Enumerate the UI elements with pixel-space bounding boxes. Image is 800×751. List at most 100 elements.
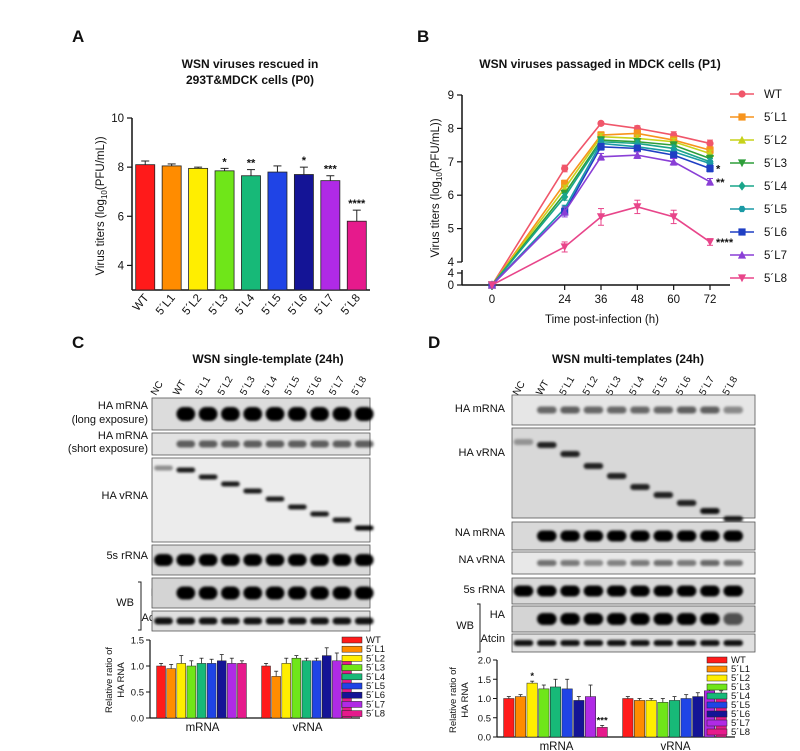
panel-d-chart-bar bbox=[680, 698, 692, 738]
panel-c-5s-rrna-blot bbox=[151, 544, 374, 576]
panel-b-marker bbox=[738, 90, 746, 98]
panel-c-actin-band bbox=[354, 617, 374, 625]
panel-c-ha-protein-band bbox=[243, 586, 263, 600]
panel-a-bar bbox=[214, 170, 235, 291]
panel-d-label-wb: WB bbox=[456, 620, 474, 632]
panel-d-chart-bar bbox=[585, 696, 596, 738]
panel-b-legend-label: 5´L8 bbox=[764, 273, 787, 285]
panel-a-bar bbox=[135, 164, 156, 291]
panel-c-ha-protein-band bbox=[354, 586, 374, 600]
panel-c-chart-bar bbox=[166, 668, 176, 719]
panel-d-label-na-mrna: NA mRNA bbox=[455, 527, 506, 539]
panel-a-y-tick-label: 6 bbox=[118, 211, 124, 223]
panel-d-ha-mrna-band bbox=[630, 406, 650, 414]
panel-d-na-vrna-band bbox=[560, 560, 580, 566]
panel-c-ha-mrna-short-band bbox=[354, 440, 374, 448]
panel-c-ha-protein-band bbox=[176, 586, 196, 600]
panel-d-ha-vrna-band bbox=[537, 442, 557, 448]
panel-d-na-mrna-blot bbox=[511, 521, 756, 551]
panel-b-marker bbox=[560, 243, 569, 252]
panel-b-marker bbox=[633, 150, 642, 159]
panel-d-chart-bar bbox=[692, 696, 704, 738]
panel-d-ha-mrna-band bbox=[700, 406, 720, 414]
panel-b-significance: * bbox=[716, 163, 721, 175]
panel-b-legend-label: 5´L3 bbox=[764, 158, 787, 170]
panel-b-series: **** 5´L8 bbox=[487, 199, 787, 290]
panel-d-lane-label: 5´L7 bbox=[697, 374, 718, 398]
panel-d-ha-mrna-band bbox=[537, 406, 557, 414]
panel-b-y-tick-label: 0 bbox=[448, 280, 454, 292]
panel-d-actin-band bbox=[606, 640, 627, 646]
panel-b-marker bbox=[596, 213, 606, 222]
panel-c-chart-legend-swatch bbox=[341, 673, 363, 681]
panel-d-lane-label: 5´L6 bbox=[673, 374, 694, 398]
panel-d-ha-mrna-band bbox=[606, 406, 627, 414]
panel-c-chart-legend-swatch bbox=[341, 701, 363, 708]
panel-a-bar bbox=[161, 165, 182, 291]
panel-b-legend-label: 5´L6 bbox=[764, 227, 787, 239]
panel-a-y-axis-label: Virus titers (log10(PFU/mL)) bbox=[95, 136, 109, 275]
panel-d-chart-legend-swatch bbox=[706, 656, 728, 664]
panel-d-chart-legend-label: 5´L8 bbox=[731, 727, 750, 738]
panel-d-chart-legend-swatch bbox=[706, 701, 728, 709]
panel-c-label-ha-vrna: HA vRNA bbox=[102, 490, 149, 502]
panel-a-x-tick-label: 5´L2 bbox=[180, 292, 204, 317]
panel-d-chart-bar bbox=[550, 686, 561, 738]
panel-a-x-tick-label: WT bbox=[131, 292, 152, 313]
panel-c-5s-rrna-band bbox=[176, 554, 196, 566]
panel-c-title: WSN single-template (24h) bbox=[192, 352, 343, 366]
panel-c-ha-mrna-long-band bbox=[243, 407, 263, 421]
panel-b-marker bbox=[669, 213, 678, 222]
panel-d-chart-legend-swatch bbox=[706, 710, 728, 718]
panel-d-na-mrna-band bbox=[653, 530, 674, 542]
panel-c-actin-band bbox=[154, 617, 173, 625]
panel-d-chart-legend-label: WT bbox=[731, 655, 746, 666]
panel-d-lane-label: 5´L5 bbox=[650, 374, 671, 398]
panel-c-lane-label: 5´L5 bbox=[282, 374, 303, 398]
panel-c-wb-bracket bbox=[138, 581, 142, 631]
panel-c-letter: C bbox=[72, 333, 84, 352]
panel-b-marker bbox=[737, 135, 747, 144]
panel-c-label-short-exposure: (short exposure) bbox=[68, 443, 148, 455]
panel-d-lane-label: 5´L8 bbox=[720, 374, 741, 398]
panel-c-ha-mrna-short-band bbox=[265, 440, 285, 448]
panel-b-marker bbox=[738, 205, 746, 213]
panel-d-chart-significance: *** bbox=[597, 715, 608, 726]
panel-d-chart-bar bbox=[657, 702, 669, 738]
panel-d-chart-y-tick-label: 2.0 bbox=[478, 656, 491, 667]
panel-d-actin-band bbox=[676, 640, 697, 646]
panel-d-5s-rrna-band bbox=[700, 585, 720, 597]
panel-a-x-tick-label: 5´L6 bbox=[286, 292, 310, 317]
panel-c-ha-mrna-short-band bbox=[332, 440, 352, 448]
panel-b-x-tick-label: 24 bbox=[558, 294, 571, 306]
panel-d-5s-rrna-blot bbox=[511, 577, 756, 605]
panel-d-label-ha-vrna: HA vRNA bbox=[459, 447, 506, 459]
panel-d-chart-legend-label: 5´L2 bbox=[731, 673, 750, 684]
panel-d-na-vrna-band bbox=[606, 560, 627, 566]
panel-d-ha-vrna-blot bbox=[511, 427, 756, 522]
panel-d-ha-vrna-blot-frame bbox=[511, 427, 756, 519]
panel-b-marker bbox=[670, 151, 678, 159]
panel-c-lane-label: 5´L4 bbox=[260, 374, 281, 398]
panel-d-ha-protein-band bbox=[630, 613, 650, 625]
panel-c-ha-vrna-band bbox=[287, 504, 307, 510]
panel-c-actin-band bbox=[332, 617, 352, 625]
panel-c-chart-bar bbox=[301, 660, 312, 719]
panel-c-actin-blot bbox=[151, 610, 374, 632]
panel-d-na-vrna-band bbox=[700, 560, 720, 566]
panel-d-chart-legend-swatch bbox=[706, 674, 728, 682]
panel-d-ha-vrna-band bbox=[676, 500, 697, 506]
panel-d-chart-legend-swatch bbox=[706, 728, 728, 736]
panel-c-ha-vrna-band bbox=[176, 467, 196, 473]
panel-d-ha-protein-band bbox=[537, 613, 557, 625]
panel-a-y-tick-label: 10 bbox=[111, 113, 124, 125]
panel-b-marker bbox=[738, 181, 746, 191]
panel-c-ha-mrna-long-band bbox=[198, 407, 218, 421]
panel-d-ha-protein-band bbox=[653, 613, 674, 625]
panel-d-5s-rrna-band bbox=[630, 585, 650, 597]
panel-b-x-tick-label: 0 bbox=[489, 294, 495, 306]
panel-b-y-axis-label: Virus titers (log10(PFU/mL)) bbox=[430, 118, 444, 257]
panel-d: D WSN multi-templates (24h) NC WT 5´L1 5´L2… bbox=[428, 333, 756, 751]
panel-b-marker bbox=[737, 159, 747, 168]
